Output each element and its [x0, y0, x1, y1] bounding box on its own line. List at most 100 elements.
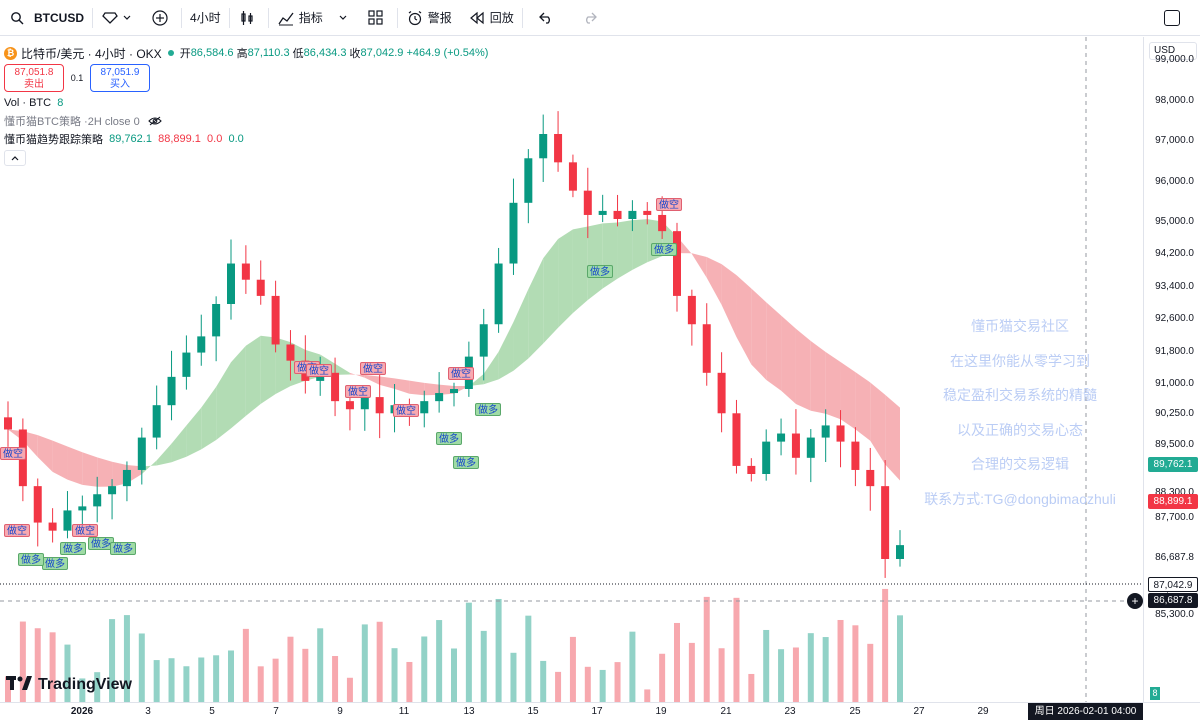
volume-bar: [153, 660, 160, 702]
candle-body: [108, 486, 117, 495]
candle-body: [63, 510, 72, 531]
rewind-icon: [468, 9, 486, 27]
divider: [396, 7, 398, 28]
volume-bar: [79, 678, 86, 702]
volume-bar: [406, 661, 413, 702]
candle-body: [48, 522, 57, 531]
low-label: 低: [292, 48, 304, 60]
fullscreen-square-icon[interactable]: [1164, 10, 1180, 26]
interval-button[interactable]: 4小时: [190, 11, 221, 25]
candle-body: [241, 263, 250, 280]
trend-band-segment: [201, 386, 217, 450]
volume-bar: [659, 653, 666, 702]
compare-button[interactable]: [93, 0, 143, 36]
indicators-label: 指标: [298, 11, 323, 25]
replay-label: 回放: [489, 11, 514, 25]
add-symbol-button[interactable]: [143, 0, 181, 36]
volume-bar: [688, 642, 695, 702]
trend-band-segment: [558, 229, 573, 328]
eye-hidden-icon[interactable]: [146, 112, 164, 130]
trend-band-segment: [840, 362, 856, 430]
trend-band-segment: [483, 351, 499, 385]
candle-body: [866, 469, 875, 487]
trend-band-segment: [364, 375, 380, 385]
strategy2-value-4: 0.0: [228, 133, 244, 145]
watermark-line: 懂币猫交易社区: [971, 318, 1069, 334]
watermark-line: 合理的交易逻辑: [971, 456, 1069, 472]
trend-band-segment: [97, 457, 113, 487]
volume-bar: [183, 666, 190, 702]
volume-bar: [317, 628, 324, 702]
candle-body: [777, 433, 786, 442]
chevron-down-icon: [339, 9, 347, 27]
brand-name: TradingView: [38, 676, 132, 693]
strategy2-legend-row[interactable]: 懂币猫趋势跟踪策略 89,762.1 88,899.1 0.0 0.0: [4, 130, 488, 148]
strategy2-value-3: 0.0: [207, 133, 223, 145]
volume-bar: [451, 648, 457, 702]
short-signal-label: 做空: [0, 447, 26, 460]
trend-band-segment: [186, 407, 202, 457]
lower-band-price-tag: 88,899.1: [1148, 494, 1198, 509]
candle-body: [628, 210, 637, 219]
volume-legend-row[interactable]: Vol · BTC 8: [4, 94, 488, 112]
layouts-button[interactable]: [359, 0, 397, 36]
chart-type-button[interactable]: [230, 0, 268, 36]
replay-button[interactable]: 回放: [460, 0, 522, 36]
price-tick-label: 95,000.0: [1155, 216, 1194, 228]
alert-label: 警报: [427, 11, 452, 25]
watermark-line: 稳定盈利交易系统的精髓: [943, 387, 1097, 403]
candle-body: [93, 494, 102, 507]
legend-title[interactable]: 比特币/美元 · 4小时 · OKX: [21, 46, 162, 61]
trade-buttons: 87,051.8 卖出 0.1 87,051.9 买入: [4, 64, 488, 92]
market-open-dot-icon: [167, 50, 174, 56]
candle-body: [450, 389, 458, 394]
symbol-search-button[interactable]: BTCUSD: [0, 0, 92, 36]
trend-band-segment: [736, 275, 752, 365]
long-signal-label: 做多: [18, 553, 44, 566]
spread-value: 0.1: [70, 73, 84, 83]
undo-button[interactable]: [523, 0, 573, 36]
volume-bar: [109, 619, 116, 702]
tradingview-logo[interactable]: TradingView: [6, 676, 132, 694]
trend-band-segment: [216, 362, 231, 440]
trend-band-segment: [67, 446, 83, 485]
volume-tag: 8: [1150, 687, 1160, 700]
legend-collapse-button[interactable]: [4, 150, 26, 166]
volume-bar: [703, 596, 710, 702]
trend-band-segment: [82, 452, 98, 487]
volume-bar: [480, 630, 487, 702]
watermark-line: 在这里你能从零学习到: [950, 352, 1090, 369]
currency-selector[interactable]: USD: [1149, 42, 1197, 60]
volume-bar: [272, 658, 279, 702]
candle-body: [331, 372, 340, 402]
volume-bar: [644, 689, 651, 702]
candle-body: [732, 413, 741, 466]
watermark-line: 以及正确的交易心态: [957, 421, 1083, 438]
time-tick-label: 13: [463, 706, 475, 717]
time-axis[interactable]: 2026 3 5 7 9 11 13 15 17 19 21 23 25 27 29 周日 2026-02-…: [0, 702, 1200, 720]
trend-band-segment: [231, 345, 246, 429]
add-alert-plus-icon[interactable]: +: [1127, 593, 1143, 609]
candle-body: [821, 425, 830, 438]
price-axis[interactable]: USD 99,000.0 98,000.0 97,000.0 96,000.0 95,0…: [1143, 37, 1200, 702]
trend-band-segment: [528, 258, 544, 359]
symbol-legend-row: ₿ 比特币/美元 · 4小时 · OKX 开 86,584.6 高 87,110.3…: [4, 44, 488, 62]
short-signal-label: 做空: [345, 385, 371, 398]
candle-body: [598, 210, 607, 215]
diamond-icon: [101, 9, 119, 27]
volume-bar: [807, 633, 814, 702]
redo-button[interactable]: [573, 0, 611, 36]
alert-button[interactable]: 警报: [398, 0, 460, 36]
buy-button[interactable]: 87,051.9 买入: [90, 64, 150, 92]
strategy1-legend-row[interactable]: 懂币猫BTC策略 ·2H close 0: [4, 112, 488, 130]
sell-button[interactable]: 87,051.8 卖出: [4, 64, 64, 92]
trend-band-segment: [632, 219, 648, 270]
strategy2-upper-value: 89,762.1: [109, 133, 152, 145]
price-tick-label: 92,600.0: [1155, 313, 1194, 325]
buy-label: 买入: [110, 79, 130, 90]
search-icon: [8, 9, 26, 27]
indicators-button[interactable]: 指标: [269, 0, 359, 36]
candle-body: [524, 158, 533, 203]
trend-band-segment: [424, 382, 440, 396]
volume-bar: [198, 657, 205, 702]
